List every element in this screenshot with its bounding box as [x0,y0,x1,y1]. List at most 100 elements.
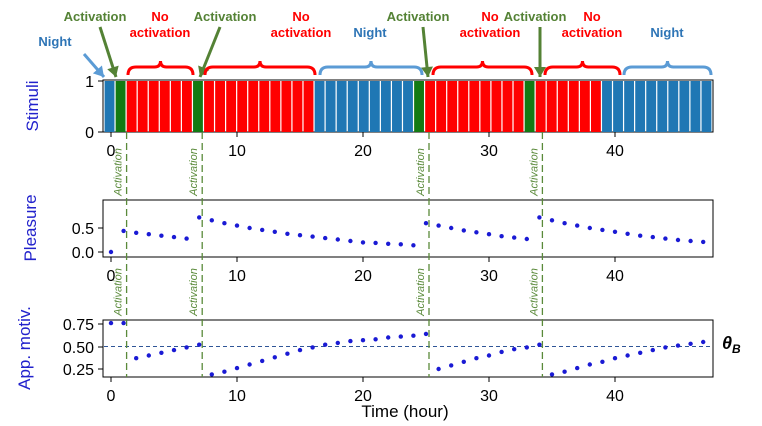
pleasure-point [663,236,668,241]
motivation-point [461,359,466,364]
activation-line-label: Activation [415,268,427,317]
stimulus-bar [104,81,115,132]
stimulus-bar [668,81,679,132]
y-tick-label: 0.5 [72,221,94,238]
activation-label: Activation [387,9,450,24]
pleasure-point [373,240,378,246]
pleasure-point [398,242,403,247]
stimulus-bar [126,81,137,132]
motivation-point [348,338,353,344]
pleasure-point [184,236,189,241]
motivation-point [121,320,126,326]
activation-line-label: Activation [415,148,427,197]
stimulus-bar [369,81,380,132]
stimulus-bar [546,81,557,132]
no-activation-label-line1: No [292,9,309,24]
motivation-point [335,340,340,346]
pleasure-points [108,215,706,255]
motivation-point [675,343,681,348]
stimulus-bar [469,81,480,132]
motivation-point [562,369,567,374]
pleasure-point [499,234,504,239]
motivation-point [386,335,391,340]
no-activation-label-line1: No [583,9,600,24]
activation-label: Activation [194,9,257,24]
stimulus-bar [204,81,214,132]
x-tick-label: 30 [480,268,498,285]
motivation-point [373,337,378,342]
activation-arrow-head [198,65,210,77]
pleasure-point [423,221,429,226]
no-activation-brace [203,60,317,76]
pleasure-point [449,225,454,231]
stimulus-bar [336,81,347,132]
motivation-point [612,356,618,361]
pleasure-point [386,241,391,246]
x-tick-label: 10 [228,388,246,405]
activation-line-label: Activation [113,148,125,197]
stimulus-bar [159,81,170,132]
stimulus-bar [602,81,612,132]
motivation-point [499,349,504,355]
motivation-point [360,338,366,343]
motivation-point [272,355,277,360]
pleasure-point [587,225,592,231]
stimulus-bar [281,81,292,132]
motivation-point [688,341,693,346]
activation-label: Activation [504,9,567,24]
pleasure-point [108,249,114,255]
pleasure-point [247,225,252,231]
stimulus-bar [314,81,325,132]
y-tick-label: 0.0 [72,245,94,262]
pleasure-point [436,223,441,228]
motivation-point [524,345,529,350]
pleasure-point [285,231,290,236]
activation-line-label: Activation [113,268,125,317]
motivation-ylabel: App. motiv. [15,306,34,390]
pleasure-point [209,218,214,223]
stimulus-bar [513,81,524,132]
motivation-point [209,372,214,377]
stimulus-bar [148,81,159,132]
stimulus-bar [557,81,568,132]
motivation-point [600,359,605,364]
pleasure-point [335,237,340,242]
night-label: Night [38,34,72,49]
motivation-point [411,333,416,338]
pleasure-point [121,228,126,234]
pleasure-axes-frame [102,199,714,258]
stimulus-bar [392,81,402,132]
stimulus-bar [358,81,369,132]
pleasure-point [260,227,265,233]
activation-line-label: Activation [528,268,540,317]
motivation-point [423,331,429,337]
pleasure-point [234,223,240,228]
pleasure-point [575,223,580,228]
stimulus-bar [325,81,336,132]
x-tick-label: 20 [354,388,372,405]
pleasure-point [486,232,492,237]
stimulus-bar [226,81,237,132]
motivation-point [323,342,328,347]
motivation-point [650,347,655,353]
activation-line-label: Activation [188,268,200,317]
stimulus-bar [502,81,513,132]
x-tick-label: 0 [107,388,116,405]
stimulus-bar [170,81,181,132]
stimulus-bar [646,81,657,132]
pleasure-point [272,229,277,234]
motivation-point [184,345,189,350]
no-activation-label-line1: No [151,9,168,24]
stimulus-bar [535,81,546,132]
pleasure-point [360,240,366,245]
x-tick-label: 10 [228,268,246,285]
stimulus-bar [624,81,635,132]
motivation-point [512,347,517,352]
stimulus-bar [248,81,259,132]
motivation-point [449,363,454,368]
stimulus-bar [524,81,535,132]
motivation-point [474,356,479,361]
stimulus-bar [181,81,192,132]
motivation-point [638,350,643,355]
stimulus-bar [701,81,712,132]
